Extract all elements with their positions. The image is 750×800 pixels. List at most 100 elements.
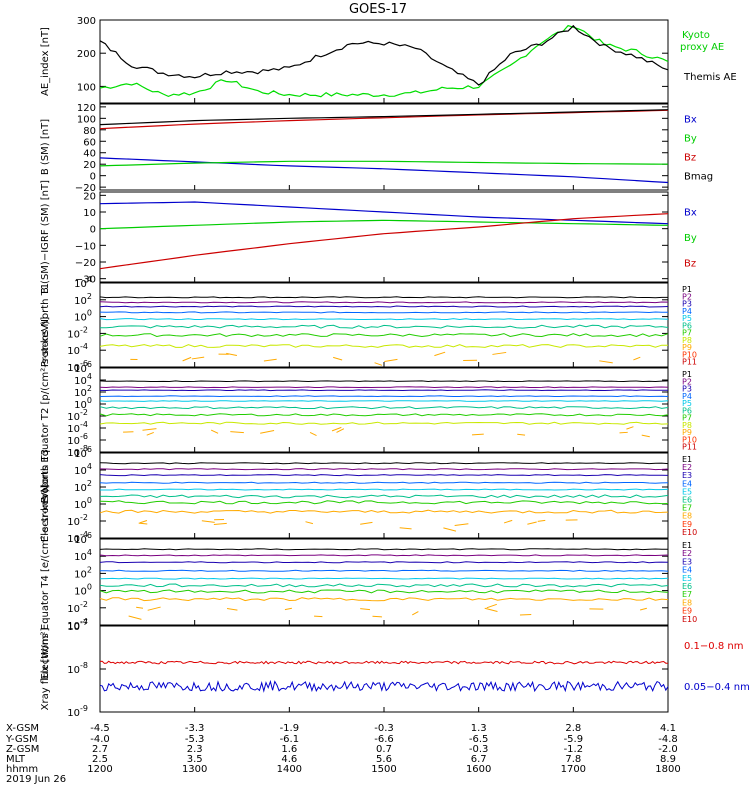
legend-e4: E4	[682, 566, 692, 575]
legend-p4: P4	[682, 307, 692, 316]
y-tick-label: 104	[74, 275, 92, 290]
series-line-bx	[99, 157, 669, 184]
flux-channel-7	[99, 333, 669, 338]
x-axis-cell: -1.2	[564, 744, 584, 755]
y-tick-label: −10	[75, 241, 96, 252]
flux-channel-5	[99, 318, 669, 321]
y-tick-label: 10-7	[67, 618, 88, 633]
sparse-segment	[633, 356, 641, 361]
y-tick-label: 20	[83, 191, 96, 202]
sparse-segment	[384, 358, 398, 362]
x-axis-cell: -0.3	[469, 744, 489, 755]
flux-channel-3	[99, 474, 669, 477]
sparse-segment	[527, 521, 537, 525]
x-axis-row-label: Y-GSM	[5, 734, 38, 745]
y-tick-label: 0	[90, 172, 96, 183]
y-axis-label: B (SM) [nT]	[40, 119, 51, 175]
series-line-by	[99, 219, 669, 230]
legend-p11: P11	[682, 443, 697, 452]
sparse-segment	[484, 607, 498, 612]
y-tick-label: 100	[74, 496, 92, 511]
sparse-segment	[136, 606, 144, 609]
sparse-segment	[537, 519, 546, 522]
y-axis-label: Xray flux [W/m²]	[40, 628, 51, 711]
x-axis-cell: -6.5	[469, 734, 489, 745]
xray-series-1	[99, 660, 669, 665]
flux-channel-4	[99, 481, 669, 484]
x-axis-row-label: hhmm	[6, 764, 38, 775]
x-axis-cell: -4.0	[90, 734, 110, 745]
sparse-segment	[372, 615, 383, 618]
flux-channel-3	[99, 305, 669, 308]
flux-channel-7	[99, 413, 669, 417]
y-axis-label: B (SM)−IGRF (SM) [nT]	[40, 180, 51, 294]
legend-p10: P10	[682, 350, 697, 359]
sparse-segment	[411, 611, 419, 616]
x-axis-cell: 2.7	[92, 744, 108, 755]
figure-title: GOES-17	[349, 2, 407, 17]
y-tick-label: 0	[90, 225, 96, 236]
x-axis-cell: -6.6	[374, 734, 394, 745]
sparse-segment	[210, 429, 219, 434]
sparse-segment	[492, 351, 507, 355]
y-tick-label: 10-4	[67, 530, 88, 545]
x-axis-cell: -0.3	[374, 723, 394, 734]
legend-e1: E1	[682, 541, 692, 550]
y-tick-label: 10-2	[67, 600, 88, 615]
flux-channel-6	[99, 494, 669, 499]
flux-channel-3	[99, 389, 668, 392]
legend-p10: P10	[682, 435, 697, 444]
legend-p8: P8	[682, 421, 692, 430]
legend-p1: P1	[682, 370, 692, 379]
sparse-segment	[284, 607, 292, 611]
legend-e6: E6	[682, 496, 692, 505]
legend-e9: E9	[682, 520, 692, 529]
sparse-segment	[147, 606, 161, 611]
x-axis-cell: -4.8	[658, 734, 678, 745]
flux-channel-6	[99, 406, 669, 410]
legend-e7: E7	[682, 504, 692, 513]
flux-channel-8	[99, 509, 669, 514]
sparse-segment	[454, 523, 469, 526]
y-tick-label: −30	[75, 275, 96, 286]
y-tick-label: 40	[83, 149, 96, 160]
flux-channel-5	[99, 400, 669, 402]
y-tick-label: 10-4	[67, 342, 88, 357]
sparse-segment	[519, 613, 532, 616]
x-axis-cell: 5.6	[376, 754, 392, 765]
panel-6: 106 104 102 100 10-2 10-4 Electrons North T3 E1…	[40, 445, 697, 545]
y-tick-label: 102	[74, 565, 92, 580]
sparse-segment	[146, 431, 154, 436]
x-axis-cell: 1200	[87, 764, 112, 775]
sparse-segment	[434, 351, 446, 357]
flux-channel-4	[99, 395, 669, 398]
legend-e7: E7	[682, 590, 692, 599]
series-line-bz	[99, 213, 669, 270]
x-axis-row-label: Z-GSM	[6, 744, 39, 755]
panel-frame	[99, 538, 669, 626]
sparse-segment	[191, 356, 205, 360]
legend-e3: E3	[682, 557, 692, 566]
legend-by: By	[684, 233, 697, 244]
x-axis-cell: -5.3	[185, 734, 205, 745]
sparse-segment	[305, 521, 314, 525]
legend-bmag: Bmag	[684, 172, 713, 183]
y-tick-label: 60	[83, 137, 96, 148]
flux-channel-2	[99, 468, 669, 471]
sparse-segment	[213, 522, 227, 526]
y-tick-label: 120	[77, 103, 96, 114]
x-axis-cell: -6.1	[280, 734, 300, 745]
x-axis-cell: 2.3	[187, 744, 203, 755]
flux-channel-1	[99, 548, 669, 551]
y-tick-label: −20	[75, 258, 96, 269]
y-tick-label: 10-8	[67, 444, 88, 459]
y-tick-label: 10-4	[67, 617, 88, 632]
y-tick-label: 10-2	[67, 408, 88, 423]
legend-e2: E2	[682, 549, 692, 558]
legend-p9: P9	[682, 343, 692, 352]
x-axis-cell: 1300	[182, 764, 207, 775]
